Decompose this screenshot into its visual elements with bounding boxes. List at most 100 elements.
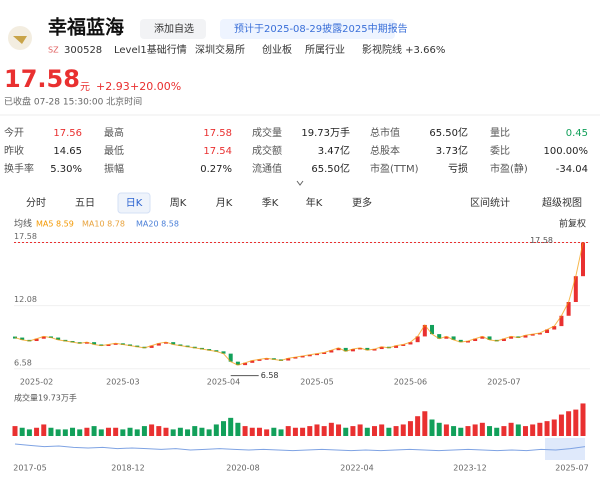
candle — [430, 324, 435, 335]
stat-label: 流通值 — [252, 162, 282, 175]
candle — [257, 359, 262, 361]
candle — [41, 336, 46, 339]
tab[interactable]: 周K — [170, 197, 187, 209]
volume-bar — [422, 411, 428, 436]
overview-tick: 2022-04 — [340, 464, 373, 473]
candle — [113, 343, 118, 345]
volume-bar — [19, 427, 25, 436]
tab[interactable]: 季K — [262, 197, 279, 209]
candle — [372, 349, 377, 351]
volume-bar — [580, 403, 586, 436]
volume-bar — [379, 424, 385, 436]
stat-value: 17.58 — [203, 128, 232, 139]
volume-bar — [429, 419, 435, 436]
volume-bar — [206, 429, 212, 436]
candle — [286, 358, 291, 361]
candle — [34, 338, 39, 342]
volume-bar — [84, 427, 90, 436]
stat-value: 亏损 — [448, 162, 468, 175]
tab[interactable]: 日K — [126, 198, 143, 209]
candle — [221, 351, 226, 354]
volume-bar — [26, 429, 32, 436]
volume-bar — [364, 427, 370, 436]
adjust[interactable]: 前复权 — [559, 218, 586, 230]
x-tick-label: 2025-03 — [106, 378, 139, 387]
volume-bar — [185, 429, 191, 436]
candle — [465, 341, 470, 343]
add-button[interactable]: 添加自选 — [154, 22, 194, 35]
stat-value: 100.00% — [544, 146, 589, 157]
tab[interactable]: 分时 — [26, 197, 46, 209]
candle — [314, 353, 319, 356]
stat-label: 委比 — [490, 144, 510, 157]
x-tick-label: 2025-05 — [300, 378, 333, 387]
status: 已收盘 07-28 15:30:00 北京时间 — [4, 96, 142, 108]
volume-bar — [213, 424, 219, 436]
candle — [171, 342, 176, 345]
volume-bar — [264, 429, 270, 436]
stat-value: 17.56 — [53, 128, 82, 139]
volume-bar — [34, 427, 40, 436]
candle — [243, 362, 248, 366]
tool[interactable]: 区间统计 — [470, 196, 510, 209]
candle — [84, 342, 89, 344]
candle — [156, 343, 161, 346]
candle — [322, 352, 327, 354]
volume-bar — [141, 426, 147, 436]
change-pct: +20.00% — [130, 80, 181, 93]
candle — [358, 347, 363, 350]
y-tick-label: 17.58 — [14, 232, 37, 241]
stat-value: 0.27% — [200, 164, 232, 175]
volume-bar — [551, 419, 557, 436]
volume-bar — [177, 427, 183, 436]
volume-bar — [328, 422, 334, 436]
tab[interactable]: 月K — [216, 197, 233, 209]
volume-bar — [242, 426, 248, 436]
add-button-bg[interactable] — [140, 19, 206, 39]
volume-bar — [451, 426, 457, 436]
candle — [573, 276, 578, 302]
overview-tick: 2018-12 — [111, 464, 144, 473]
candle — [509, 336, 514, 339]
volume-bar — [530, 424, 536, 436]
tab[interactable]: 五日 — [75, 198, 95, 209]
change: +2.93 — [96, 80, 130, 93]
tab[interactable]: 年K — [306, 196, 323, 209]
volume-bar — [307, 426, 313, 436]
price-unit: 元 — [80, 82, 90, 93]
volume-bar — [105, 427, 111, 436]
notice-bg[interactable] — [220, 19, 395, 39]
candle — [293, 357, 298, 359]
volume-bar — [515, 424, 521, 436]
volume-bar — [256, 427, 262, 436]
notice[interactable]: 预计于2025-08-29披露2025中期报告 — [234, 22, 408, 35]
x-tick-label: 2025-07 — [487, 378, 520, 387]
stat-label: 市盈(静) — [490, 162, 528, 175]
volume-bar — [558, 414, 564, 436]
volume-bar — [113, 427, 119, 436]
volume-bar — [98, 429, 104, 436]
candle — [300, 355, 305, 358]
stat-label: 总市值 — [370, 126, 400, 139]
volume-bar — [350, 426, 356, 436]
candle — [408, 342, 413, 345]
volume-bar — [271, 427, 277, 436]
volume-bar — [48, 427, 54, 436]
volume-bar — [566, 411, 572, 436]
tab[interactable]: 更多 — [352, 196, 372, 209]
industry-label[interactable]: 所属行业 — [305, 43, 345, 56]
volume-bar — [77, 429, 83, 436]
expand-icon[interactable] — [296, 180, 304, 186]
stat-label: 成交量 — [252, 126, 282, 139]
candle — [530, 334, 535, 336]
industry[interactable]: 影视院线 +3.66% — [362, 43, 445, 56]
logo-mark — [13, 36, 27, 44]
stat-label: 量比 — [490, 127, 510, 139]
volume-bar — [12, 426, 18, 436]
overview-tick: 2025-07 — [555, 464, 588, 473]
tool[interactable]: 超级视图 — [542, 196, 582, 209]
candle — [343, 347, 348, 352]
candle — [422, 324, 427, 337]
volume-bar — [249, 427, 255, 436]
volume-bar — [285, 426, 291, 436]
